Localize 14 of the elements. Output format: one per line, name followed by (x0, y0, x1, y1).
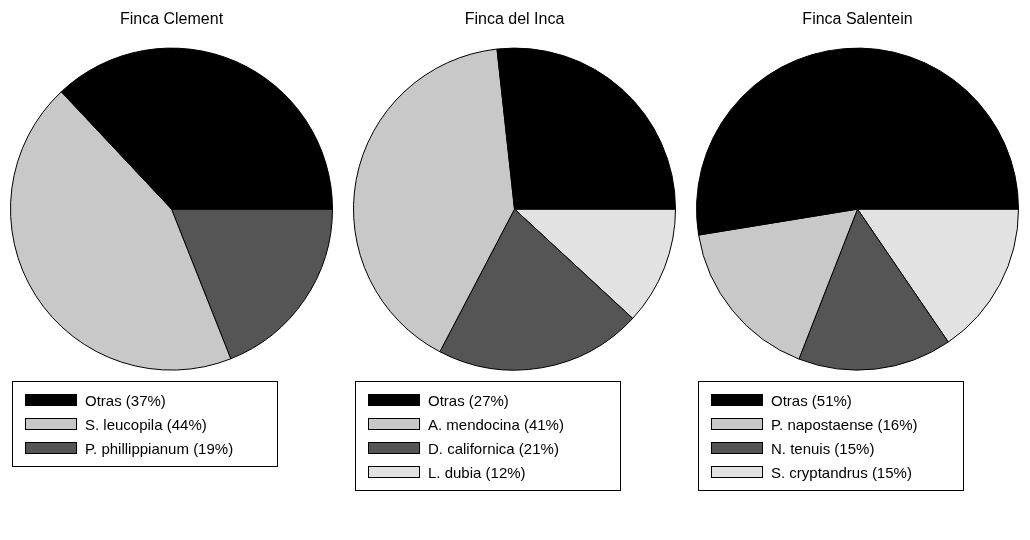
legend-label: Otras (51%) (771, 391, 852, 409)
legend-label: P. phillippianum (19%) (85, 439, 234, 457)
legend-label: S. cryptandrus (15%) (771, 463, 912, 481)
legend-label: A. mendocina (41%) (428, 415, 564, 433)
legend-label: P. napostaense (16%) (771, 415, 918, 433)
legend-label: L. dubia (12%) (428, 463, 526, 481)
chart-title: Finca del Inca (464, 10, 565, 28)
legend-label: S. leucopila (44%) (85, 415, 207, 433)
legend-label: N. tenuis (15%) (771, 439, 875, 457)
chart-title: Finca Clement (119, 10, 224, 28)
legend-label: Otras (37%) (85, 391, 166, 409)
legend-label: D. californica (21%) (428, 439, 559, 457)
legend-label: Otras (27%) (428, 391, 509, 409)
chart-title: Finca Salentein (802, 10, 913, 28)
